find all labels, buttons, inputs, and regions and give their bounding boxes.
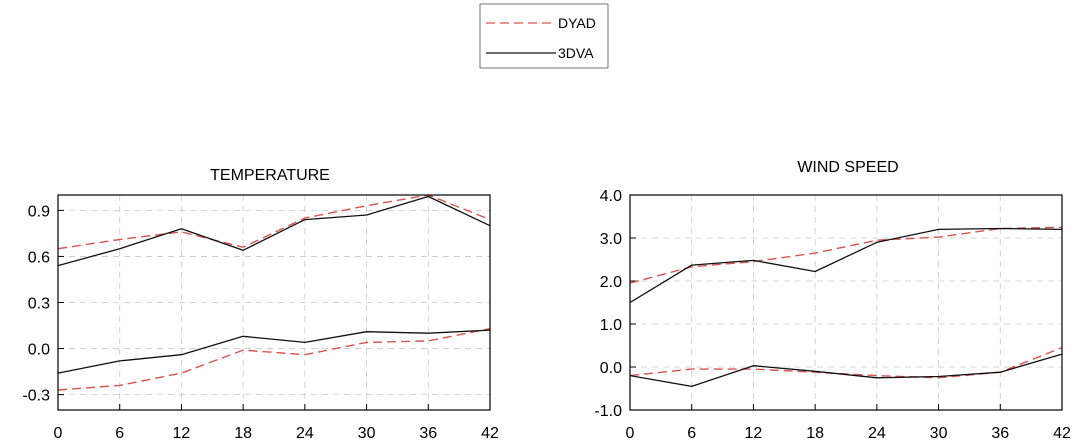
wind-speed-series-3dva-upper xyxy=(629,227,1063,304)
wind-speed-xtick-label: 42 xyxy=(1053,425,1071,442)
legend-box xyxy=(479,3,609,69)
wind-speed-xtick-label: 24 xyxy=(868,425,886,442)
legend: DYAD 3DVA xyxy=(479,3,609,69)
legend-label-dyad: DYAD xyxy=(558,15,596,31)
temperature-ytick-label: 0.6 xyxy=(28,249,50,266)
wind-speed-ytick-label: 3.0 xyxy=(600,231,622,248)
wind-speed-xtick-label: 6 xyxy=(687,425,696,442)
temperature-xtick-label: 12 xyxy=(173,425,191,442)
temperature-ytick-label: 0.0 xyxy=(28,342,50,359)
legend-label-3dva: 3DVA xyxy=(558,45,594,61)
temperature-series-3dva-upper xyxy=(57,195,491,267)
wind-speed-xtick-label: 12 xyxy=(745,425,763,442)
wind-speed-xtick-label: 30 xyxy=(930,425,948,442)
temperature-series-dyad-upper xyxy=(57,194,491,250)
temperature-series-3dva-lower xyxy=(57,329,491,374)
temperature-panel: TEMPERATURE 0 6 12 18 24 30 36 42 -0.3 0.0 0.3 0.6 0… xyxy=(22,167,499,442)
wind-speed-series-3dva-lower xyxy=(629,353,1063,388)
temperature-xtick-label: 18 xyxy=(234,425,252,442)
temperature-xtick-label: 0 xyxy=(54,425,63,442)
temperature-xtick-label: 36 xyxy=(419,425,437,442)
wind-speed-series-dyad-lower xyxy=(629,346,1063,379)
wind-speed-ytick-label: -1.0 xyxy=(594,403,622,420)
temperature-ytick-label: 0.3 xyxy=(28,296,50,313)
wind-speed-ytick-label: 0.0 xyxy=(600,360,622,377)
wind-speed-plot-frame xyxy=(629,194,1063,411)
wind-speed-series-dyad-upper xyxy=(629,226,1063,284)
wind-speed-xtick-label: 18 xyxy=(806,425,824,442)
temperature-series-dyad-lower xyxy=(57,327,491,391)
temperature-xtick-label: 30 xyxy=(358,425,376,442)
temperature-xtick-label: 42 xyxy=(481,425,499,442)
wind-speed-ytick-label: 2.0 xyxy=(600,274,622,291)
temperature-ytick-label: -0.3 xyxy=(22,388,50,405)
wind-speed-ytick-label: 4.0 xyxy=(600,188,622,205)
wind-speed-panel: WIND SPEED 0 6 12 18 24 30 36 42 -1.0 0.0 1.0 2.0 3.… xyxy=(594,159,1071,442)
wind-speed-xtick-label: 0 xyxy=(626,425,635,442)
temperature-xtick-label: 24 xyxy=(296,425,314,442)
temperature-plot-frame xyxy=(57,194,491,411)
temperature-ytick-label: 0.9 xyxy=(28,203,50,220)
wind-speed-title: WIND SPEED xyxy=(797,159,898,176)
temperature-title: TEMPERATURE xyxy=(210,167,330,184)
wind-speed-xtick-label: 36 xyxy=(991,425,1009,442)
temperature-xtick-label: 6 xyxy=(115,425,124,442)
wind-speed-ytick-label: 1.0 xyxy=(600,317,622,334)
